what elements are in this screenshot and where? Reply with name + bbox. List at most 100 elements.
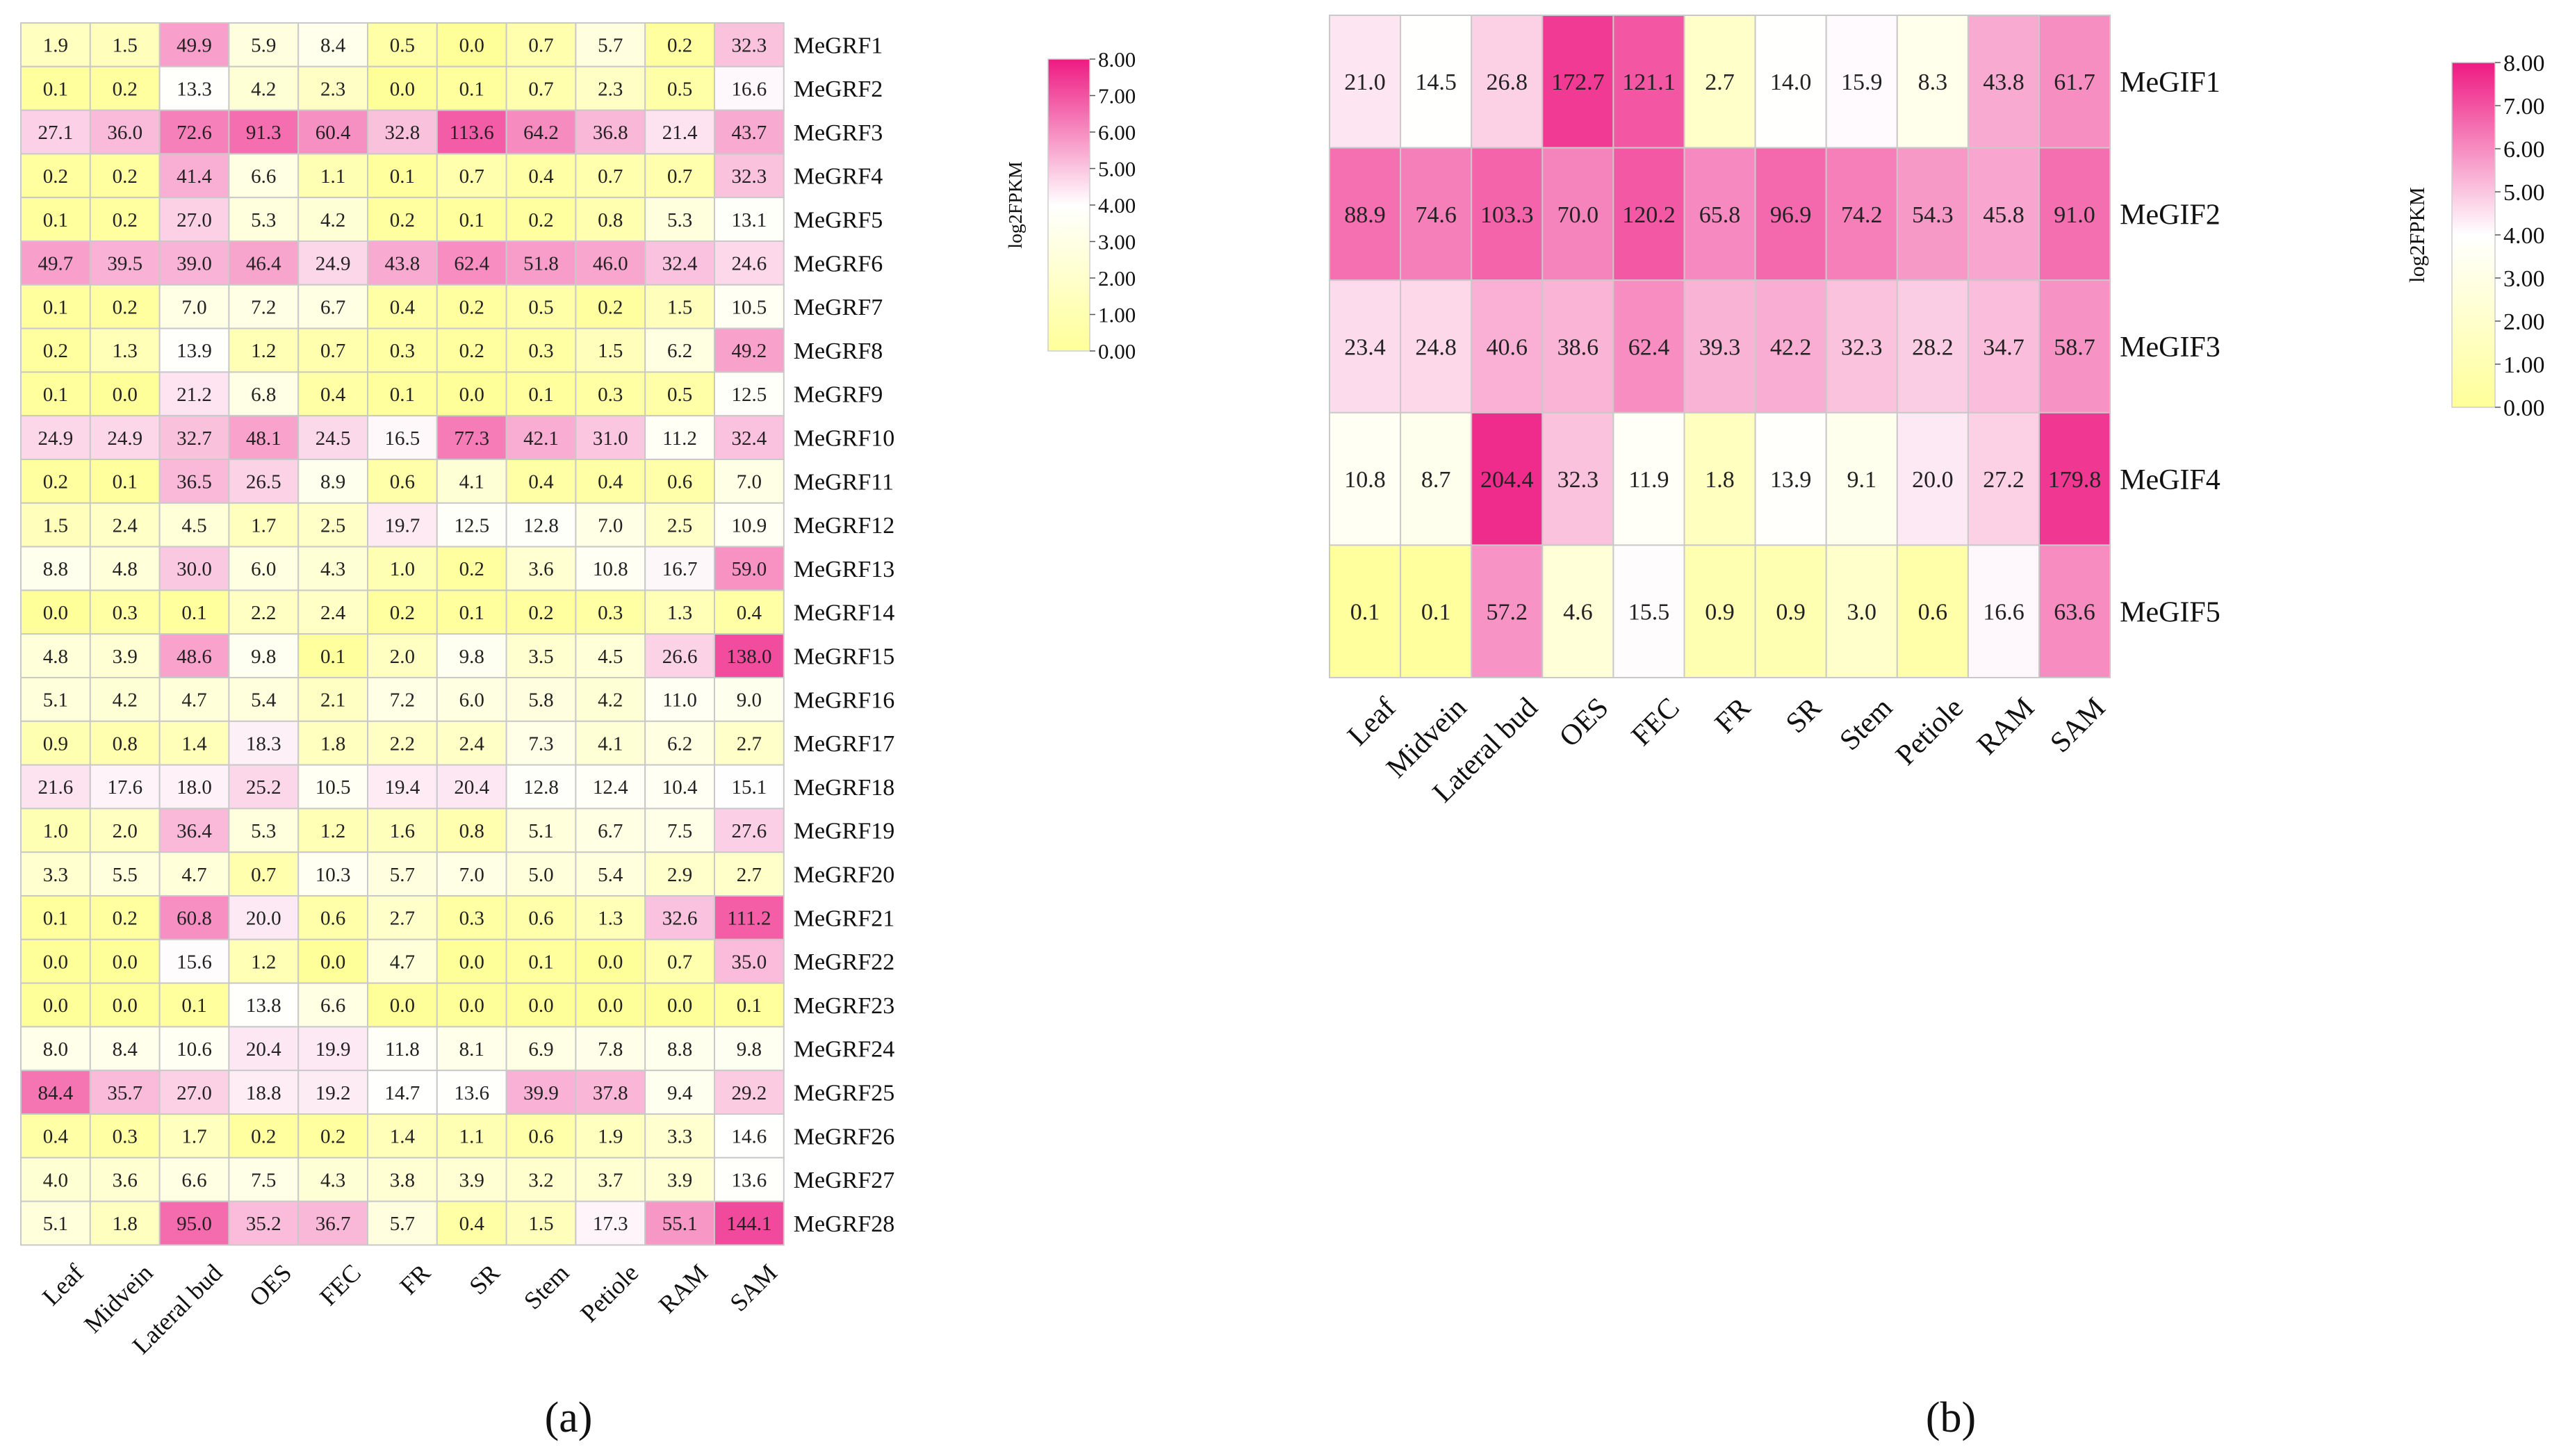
cell-value: 4.2	[251, 78, 276, 100]
cell-value: 0.1	[459, 78, 484, 100]
cell-value: 0.0	[459, 951, 484, 973]
heatmap-cell	[20, 851, 91, 897]
heatmap-cell	[1400, 544, 1473, 679]
cell-value: 12.4	[593, 776, 628, 799]
cell-value: 0.1	[528, 384, 553, 406]
cell-value: 11.2	[662, 427, 697, 450]
cell-value: 8.8	[667, 1038, 692, 1061]
cell-value: 0.1	[181, 995, 206, 1017]
cell-value: 10.4	[662, 776, 698, 799]
cell-value: 13.3	[177, 78, 212, 100]
colorbar-tick-label: 0.00	[1098, 339, 1136, 363]
cell-value: 41.4	[177, 165, 212, 188]
heatmap-cell	[714, 197, 785, 243]
heatmap-cell	[158, 1200, 230, 1246]
heatmap-cell	[367, 502, 438, 548]
column-label: SR	[1780, 692, 1828, 739]
cell-value: 1.5	[667, 296, 692, 318]
cell-value: 0.1	[528, 951, 553, 973]
heatmap-cell	[1612, 411, 1685, 546]
cell-value: 0.2	[113, 209, 138, 231]
cell-value: 1.9	[43, 35, 68, 57]
cell-value: 4.1	[598, 733, 623, 755]
heatmap-cell	[714, 633, 785, 679]
cell-value: 77.3	[454, 427, 489, 450]
cell-value: 0.3	[598, 384, 623, 406]
heatmap-cell	[20, 677, 91, 722]
cell-value: 0.1	[43, 384, 68, 406]
cell-value: 6.8	[251, 384, 276, 406]
heatmap-cell	[20, 938, 91, 984]
cell-value: 2.5	[320, 514, 345, 537]
heatmap-cell	[436, 284, 507, 329]
cell-value: 61.7	[2054, 69, 2095, 95]
cell-value: 1.2	[320, 820, 345, 842]
cell-value: 35.7	[107, 1082, 142, 1104]
cell-value: 11.9	[1628, 467, 1669, 493]
heatmap-cell	[714, 1200, 785, 1246]
heatmap-cell	[436, 546, 507, 591]
column-label: Leaf	[37, 1259, 89, 1311]
heatmap-cell	[714, 22, 785, 67]
cell-value: 18.8	[246, 1082, 281, 1104]
colorbar-tick-label: 2.00	[1098, 266, 1136, 291]
cell-value: 0.4	[459, 1213, 485, 1235]
cell-value: 0.3	[113, 1126, 138, 1148]
row-label: MeGRF4	[794, 164, 883, 190]
cell-value: 0.1	[43, 908, 68, 930]
cell-value: 8.3	[1918, 69, 1948, 95]
cell-value: 14.6	[732, 1126, 767, 1148]
cell-value: 4.1	[459, 471, 484, 493]
heatmap-cell	[436, 764, 507, 810]
heatmap-cell	[367, 109, 438, 155]
heatmap-cell	[436, 1113, 507, 1159]
cell-value: 5.1	[528, 820, 553, 842]
row-label: MeGIF2	[2120, 199, 2221, 231]
heatmap-cell	[297, 1026, 369, 1072]
cell-value: 1.5	[43, 514, 68, 537]
cell-value: 10.5	[732, 296, 767, 318]
heatmap-cell	[228, 153, 300, 199]
cell-value: 24.9	[316, 253, 351, 275]
row-label: MeGRF1	[794, 33, 883, 58]
cell-value: 42.1	[523, 427, 559, 450]
heatmap-cell	[714, 240, 785, 286]
heatmap-cell	[1754, 411, 1827, 546]
heatmap-cell	[158, 65, 230, 111]
colorbar-tick-label: 3.00	[1098, 229, 1136, 254]
cell-value: 0.5	[667, 78, 692, 100]
heatmap-cell	[1541, 411, 1614, 546]
heatmap-cell	[714, 1113, 785, 1159]
heatmap-cell	[20, 502, 91, 548]
cell-value: 12.5	[454, 514, 489, 537]
cell-value: 7.0	[598, 514, 623, 537]
heatmap-cell	[20, 633, 91, 679]
heatmap-cell	[158, 502, 230, 548]
cell-value: 0.5	[528, 296, 553, 318]
heatmap-cell	[714, 65, 785, 111]
heatmap-cell	[505, 1156, 577, 1202]
heatmap-cell	[1683, 147, 1756, 281]
heatmap-cell	[505, 502, 577, 548]
panel-label: (b)	[1926, 1394, 1976, 1441]
cell-value: 5.7	[390, 1213, 415, 1235]
heatmap-cell	[367, 633, 438, 679]
cell-value: 60.8	[177, 908, 212, 930]
heatmap-cell	[20, 197, 91, 243]
heatmap-cell	[1400, 147, 1473, 281]
cell-value: 9.4	[667, 1082, 693, 1104]
cell-value: 30.0	[177, 558, 212, 580]
cell-value: 4.8	[43, 646, 68, 668]
cell-value: 0.9	[1776, 600, 1806, 625]
row-label: MeGRF17	[794, 731, 894, 757]
cell-value: 1.1	[459, 1126, 484, 1148]
column-label: SR	[464, 1259, 505, 1300]
cell-value: 0.2	[459, 558, 484, 580]
heatmap-cell	[297, 895, 369, 940]
heatmap-cell	[714, 808, 785, 853]
cell-value: 27.2	[1983, 467, 2025, 493]
heatmap-cell	[505, 764, 577, 810]
cell-value: 3.3	[43, 864, 68, 886]
cell-value: 0.3	[459, 908, 484, 930]
cell-value: 4.7	[181, 864, 206, 886]
